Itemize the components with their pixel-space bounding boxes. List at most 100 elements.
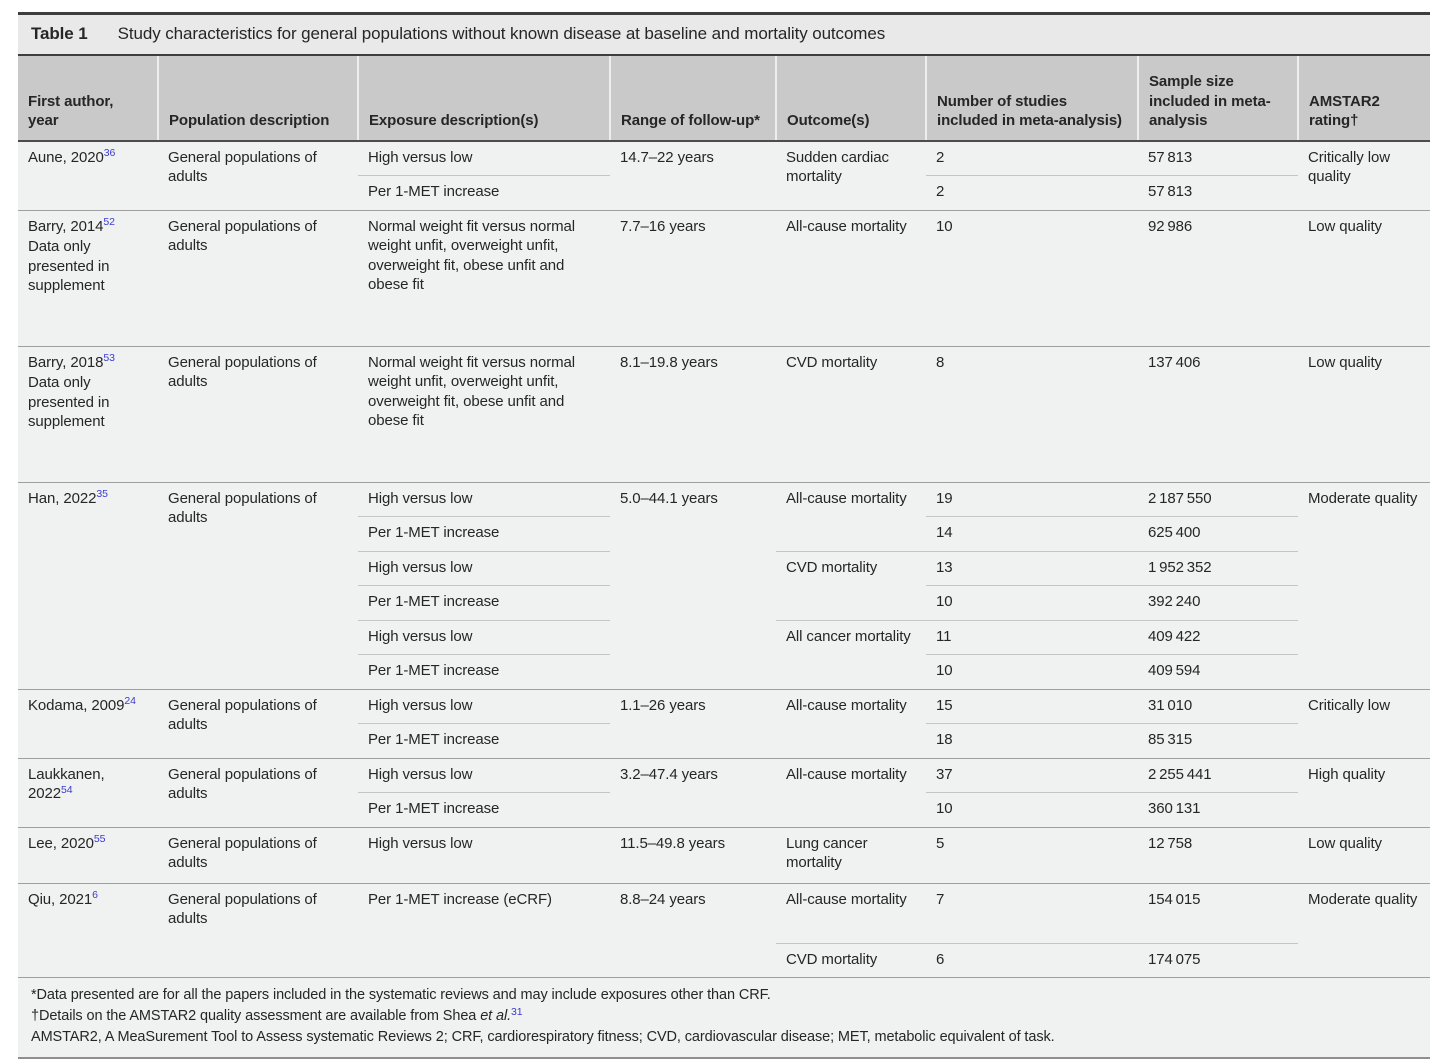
- population-cell: General populations of adults: [158, 882, 358, 977]
- exposure-cell: Normal weight fit versus normal weight u…: [358, 209, 610, 346]
- exposure-cell: High versus low: [358, 481, 610, 517]
- exposure-cell: Per 1-MET increase: [358, 516, 610, 551]
- author-cell: Qiu, 20216: [18, 882, 158, 977]
- rating-cell: Moderate quality: [1298, 481, 1430, 689]
- header-amstar2: AMSTAR2 rating†: [1298, 56, 1430, 142]
- population-cell: General populations of adults: [158, 209, 358, 346]
- caption-text: Study characteristics for general popula…: [117, 24, 886, 43]
- num-studies-cell: 7: [926, 882, 1138, 943]
- citation-ref[interactable]: 36: [103, 147, 116, 160]
- table-row: CVD mortality 6 174 075: [18, 942, 1430, 977]
- author-cell: Barry, 201853 Data only presented in sup…: [18, 345, 158, 482]
- author-name: Laukkanen, 2022: [28, 765, 105, 803]
- num-studies-cell: 13: [926, 550, 1138, 586]
- author-cell: Barry, 201452 Data only presented in sup…: [18, 209, 158, 346]
- header-sample-size: Sample size included in meta-analysis: [1138, 56, 1299, 142]
- exposure-cell: Per 1-MET increase: [358, 792, 610, 827]
- table-row: Qiu, 20216 General populations of adults…: [18, 882, 1430, 977]
- sample-size-cell: 392 240: [1138, 585, 1298, 620]
- exposure-cell: High versus low: [358, 757, 610, 793]
- author-name: Han, 2022: [28, 489, 97, 507]
- table-row: Laukkanen, 202254 General populations of…: [18, 757, 1430, 827]
- outcome-cell: All-cause mortality: [776, 688, 926, 758]
- header-first-author: First author, year: [18, 56, 159, 142]
- citation-ref[interactable]: 6: [92, 889, 98, 902]
- num-studies-cell: 10: [926, 209, 1138, 346]
- rating-cell: Critically low: [1298, 688, 1430, 758]
- author-cell: Laukkanen, 202254: [18, 757, 158, 827]
- sample-size-cell: 57 813: [1138, 175, 1298, 210]
- num-studies-cell: 5: [926, 826, 1138, 883]
- outcome-cell: Sudden cardiac mortality: [776, 140, 926, 210]
- table-row: Per 1-MET increase 10 360 131: [18, 792, 1430, 827]
- outcome-cell: All cancer mortality: [776, 619, 926, 689]
- sample-size-cell: 12 758: [1138, 826, 1298, 883]
- sample-size-cell: 174 075: [1138, 942, 1298, 977]
- table-row: Aune, 202036 General populations of adul…: [18, 140, 1430, 210]
- exposure-cell: High versus low: [358, 140, 610, 176]
- exposure-cell: High versus low: [358, 550, 610, 586]
- outcome-cell: All-cause mortality: [776, 209, 926, 346]
- exposure-cell: High versus low: [358, 826, 610, 883]
- table-row: Barry, 201452 Data only presented in sup…: [18, 209, 1430, 346]
- followup-cell: 14.7–22 years: [610, 140, 776, 210]
- sample-size-cell: 409 594: [1138, 654, 1298, 689]
- population-cell: General populations of adults: [158, 140, 358, 210]
- author-cell: Aune, 202036: [18, 140, 158, 210]
- num-studies-cell: 14: [926, 516, 1138, 551]
- citation-ref[interactable]: 54: [60, 783, 73, 796]
- followup-cell: 8.8–24 years: [610, 882, 776, 977]
- header-followup: Range of follow-up*: [610, 56, 777, 142]
- author-cell: Lee, 202055: [18, 826, 158, 883]
- author-name: Aune, 2020: [28, 148, 104, 166]
- table-container: Table 1 Study characteristics for general…: [18, 12, 1430, 1059]
- num-studies-cell: 2: [926, 140, 1138, 176]
- followup-cell: 11.5–49.8 years: [610, 826, 776, 883]
- rating-cell: High quality: [1298, 757, 1430, 827]
- followup-cell: 8.1–19.8 years: [610, 345, 776, 482]
- footnote-asterisk: *Data presented are for all the papers i…: [31, 987, 771, 1003]
- header-outcomes: Outcome(s): [776, 56, 927, 142]
- citation-ref[interactable]: 35: [96, 488, 108, 501]
- outcome-cell: All-cause mortality: [776, 882, 926, 943]
- table-row: High versus low All cancer mortality 11 …: [18, 619, 1430, 689]
- outcome-cell: All-cause mortality: [776, 481, 926, 551]
- rating-cell: Moderate quality: [1298, 882, 1430, 977]
- table-row: Per 1-MET increase 2 57 813: [18, 175, 1430, 210]
- citation-ref[interactable]: 55: [93, 833, 106, 846]
- outcome-cell: CVD mortality: [776, 942, 926, 977]
- footnote-dagger: †Details on the AMSTAR2 quality assessme…: [31, 1006, 1417, 1027]
- exposure-cell: Per 1-MET increase: [358, 175, 610, 210]
- sample-size-cell: 137 406: [1138, 345, 1298, 482]
- population-cell: General populations of adults: [158, 481, 358, 689]
- sample-size-cell: 1 952 352: [1138, 550, 1298, 586]
- num-studies-cell: 37: [926, 757, 1138, 793]
- table-row: Per 1-MET increase 18 85 315: [18, 723, 1430, 758]
- exposure-cell: Per 1-MET increase (eCRF): [358, 882, 610, 977]
- rating-cell: Low quality: [1298, 209, 1430, 346]
- exposure-cell: High versus low: [358, 688, 610, 724]
- author-note: Data only presented in supplement: [28, 238, 110, 294]
- author-name: Qiu, 2021: [28, 890, 93, 908]
- study-characteristics-table: First author, year Population descriptio…: [18, 56, 1430, 977]
- num-studies-cell: 10: [926, 654, 1138, 689]
- sample-size-cell: 85 315: [1138, 723, 1298, 758]
- table-row: Per 1-MET increase 14 625 400: [18, 516, 1430, 551]
- footnote-dagger-text: †Details on the AMSTAR2 quality assessme…: [31, 1008, 481, 1025]
- citation-ref[interactable]: 31: [511, 1005, 523, 1018]
- table-row: Kodama, 200924 General populations of ad…: [18, 688, 1430, 758]
- author-cell: Han, 202235: [18, 481, 158, 689]
- sample-size-cell: 2 255 441: [1138, 757, 1298, 793]
- table-caption: Table 1 Study characteristics for general…: [18, 12, 1430, 56]
- outcome-cell: All-cause mortality: [776, 757, 926, 827]
- rating-cell: Low quality: [1298, 345, 1430, 482]
- sample-size-cell: 154 015: [1138, 882, 1298, 943]
- num-studies-cell: 8: [926, 345, 1138, 482]
- citation-ref[interactable]: 53: [103, 352, 115, 365]
- header-population: Population description: [158, 56, 359, 142]
- author-note: Data only presented in supplement: [28, 374, 110, 430]
- citation-ref[interactable]: 52: [103, 216, 115, 229]
- citation-ref[interactable]: 24: [124, 695, 136, 708]
- table-header: First author, year Population descriptio…: [18, 56, 1430, 142]
- author-name: Barry, 2014: [28, 217, 104, 235]
